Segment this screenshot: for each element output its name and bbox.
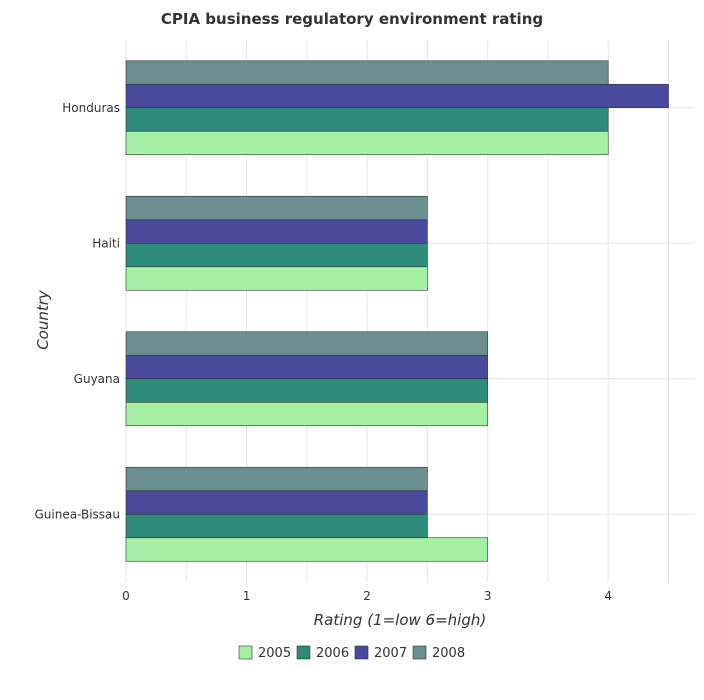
bar-2008-haiti [125, 195, 428, 221]
bar-2006-honduras [125, 107, 609, 132]
x-tick-label: 3 [484, 589, 492, 603]
legend-label-2006: 2006 [316, 646, 349, 661]
bar-2005-honduras [125, 130, 609, 156]
bar-2007-guinea-bissau [125, 490, 428, 515]
bar-2008-guinea-bissau [125, 466, 428, 492]
y-axis-label: Country [34, 289, 52, 350]
legend-swatch-2008 [412, 645, 427, 660]
legend-label-2008: 2008 [432, 646, 465, 661]
legend: 2005 2006 2007 2008 [238, 645, 465, 661]
legend-label-2007: 2007 [374, 646, 407, 661]
bar-2007-haiti [125, 219, 428, 244]
bar-2008-guyana [125, 331, 488, 356]
x-tick-label: 2 [363, 589, 371, 603]
bar-2008-honduras [125, 60, 609, 85]
legend-swatch-2005 [238, 645, 253, 660]
x-tick-label: 4 [604, 589, 612, 603]
y-axis-ticks: Guinea-Bissau Guyana Haiti Honduras [34, 101, 120, 522]
x-axis-ticks: 0 1 2 3 4 [122, 589, 612, 603]
bar-2006-guinea-bissau [125, 513, 428, 539]
bar-2006-guyana [125, 378, 488, 403]
y-tick-label: Honduras [62, 101, 120, 115]
x-axis-label: Rating (1=low 6=high) [314, 611, 486, 629]
y-tick-label: Guyana [74, 372, 120, 386]
y-tick-label: Haiti [92, 236, 120, 250]
legend-label-2005: 2005 [258, 646, 291, 661]
bar-2006-haiti [125, 242, 428, 268]
bars [125, 60, 669, 562]
y-tick-label: Guinea-Bissau [34, 507, 120, 521]
chart-title: CPIA business regulatory environment rat… [161, 10, 543, 28]
x-tick-label: 1 [243, 589, 251, 603]
bar-2007-guyana [125, 354, 488, 380]
bar-2005-guyana [125, 401, 488, 427]
legend-swatch-2006 [296, 645, 311, 660]
x-tick-label: 0 [122, 589, 130, 603]
bar-2005-guinea-bissau [125, 537, 488, 562]
bar-2007-honduras [125, 83, 669, 109]
bar-2005-haiti [125, 266, 428, 291]
legend-swatch-2007 [354, 645, 369, 660]
